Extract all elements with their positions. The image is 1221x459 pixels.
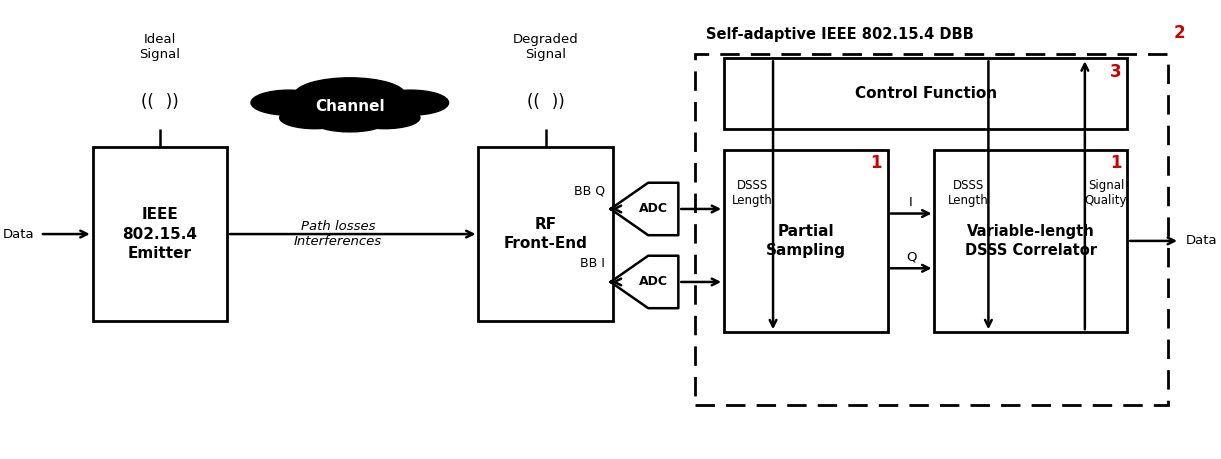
Text: Control Function: Control Function bbox=[855, 86, 996, 101]
Text: BB Q: BB Q bbox=[574, 184, 604, 197]
Polygon shape bbox=[610, 183, 679, 235]
Text: ADC: ADC bbox=[640, 202, 668, 215]
Text: Data: Data bbox=[2, 228, 34, 241]
Text: DSSS
Length: DSSS Length bbox=[947, 179, 989, 207]
Text: Degraded
Signal: Degraded Signal bbox=[513, 33, 579, 61]
Text: Partial
Sampling: Partial Sampling bbox=[766, 224, 846, 258]
Bar bbox=[724, 150, 888, 332]
Ellipse shape bbox=[252, 90, 327, 115]
Text: 1: 1 bbox=[871, 154, 882, 172]
Polygon shape bbox=[610, 256, 679, 308]
Text: Signal
Quality: Signal Quality bbox=[1084, 179, 1127, 207]
Text: I: I bbox=[910, 196, 913, 209]
Text: BB I: BB I bbox=[580, 257, 604, 270]
Text: Self-adaptive IEEE 802.15.4 DBB: Self-adaptive IEEE 802.15.4 DBB bbox=[707, 28, 974, 42]
Text: Data: Data bbox=[1186, 235, 1217, 247]
Text: Variable-length
DSSS Correlator: Variable-length DSSS Correlator bbox=[965, 224, 1096, 258]
Bar bbox=[934, 150, 1127, 332]
Text: ((   )): (( )) bbox=[140, 93, 178, 111]
Text: IEEE
802.15.4
Emitter: IEEE 802.15.4 Emitter bbox=[122, 207, 198, 261]
Text: Q: Q bbox=[906, 250, 916, 263]
Text: Ideal
Signal: Ideal Signal bbox=[139, 33, 181, 61]
Bar bbox=[724, 58, 1127, 129]
Ellipse shape bbox=[294, 78, 405, 112]
Text: 2: 2 bbox=[1175, 24, 1186, 42]
Ellipse shape bbox=[280, 107, 349, 129]
Text: 1: 1 bbox=[1110, 154, 1121, 172]
Text: Channel: Channel bbox=[315, 99, 385, 114]
Text: 3: 3 bbox=[1110, 63, 1121, 81]
Ellipse shape bbox=[315, 113, 385, 132]
Ellipse shape bbox=[349, 107, 420, 129]
Bar bbox=[93, 147, 227, 321]
Bar bbox=[479, 147, 613, 321]
Text: RF
Front-End: RF Front-End bbox=[504, 217, 587, 252]
Text: Path losses
Interferences: Path losses Interferences bbox=[294, 220, 382, 248]
Text: DSSS
Length: DSSS Length bbox=[733, 179, 773, 207]
Ellipse shape bbox=[372, 90, 448, 115]
Text: ADC: ADC bbox=[640, 275, 668, 288]
Text: ((   )): (( )) bbox=[526, 93, 564, 111]
